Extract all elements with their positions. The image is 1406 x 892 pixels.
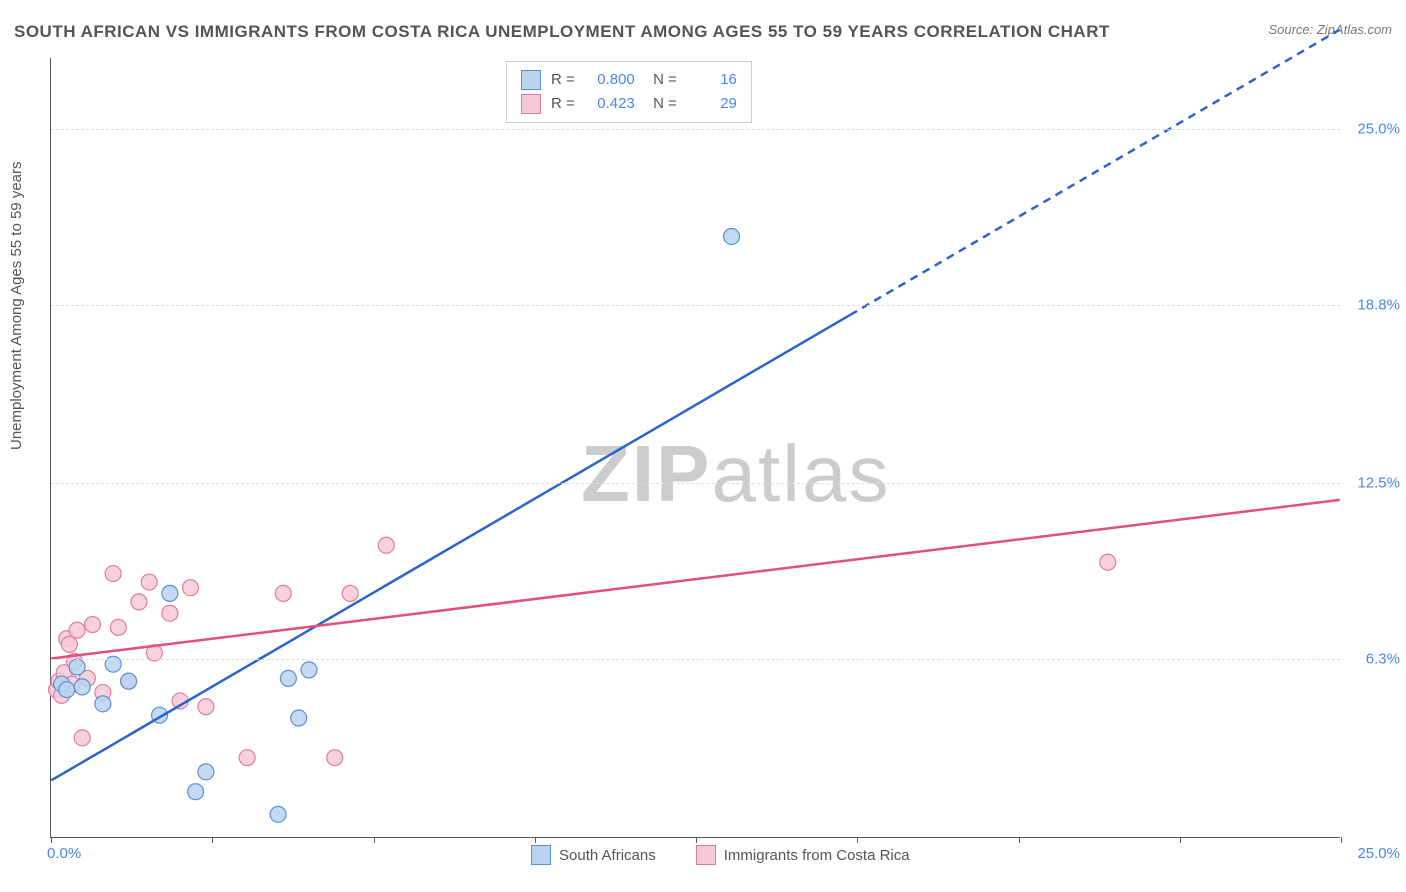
x-axis-max-label: 25.0%	[1357, 845, 1400, 862]
data-point	[378, 537, 394, 553]
data-point	[275, 585, 291, 601]
x-tick-mark	[212, 837, 213, 843]
data-point	[182, 580, 198, 596]
data-point	[162, 605, 178, 621]
x-tick-mark	[51, 837, 52, 843]
data-point	[239, 750, 255, 766]
data-point	[198, 764, 214, 780]
series-legend: South Africans Immigrants from Costa Ric…	[531, 845, 910, 865]
data-point	[162, 585, 178, 601]
data-point	[121, 673, 137, 689]
chart-container: SOUTH AFRICAN VS IMMIGRANTS FROM COSTA R…	[0, 0, 1406, 892]
x-tick-mark	[374, 837, 375, 843]
data-point	[280, 670, 296, 686]
data-point	[327, 750, 343, 766]
regression-line	[51, 500, 1339, 659]
x-tick-mark	[535, 837, 536, 843]
gridline-h	[51, 659, 1340, 660]
data-point	[95, 696, 111, 712]
scatter-plot-svg	[51, 58, 1340, 837]
y-axis-label: Unemployment Among Ages 55 to 59 years	[8, 161, 25, 450]
gridline-h	[51, 129, 1340, 130]
y-tick-label: 12.5%	[1357, 475, 1400, 492]
data-point	[291, 710, 307, 726]
x-tick-mark	[696, 837, 697, 843]
regression-line	[51, 315, 850, 780]
data-point	[85, 617, 101, 633]
x-tick-mark	[857, 837, 858, 843]
y-tick-label: 18.8%	[1357, 296, 1400, 313]
gridline-h	[51, 483, 1340, 484]
chart-title: SOUTH AFRICAN VS IMMIGRANTS FROM COSTA R…	[14, 22, 1110, 42]
source-attribution: Source: ZipAtlas.com	[1268, 22, 1392, 37]
legend-bottom-swatch-1	[696, 845, 716, 865]
legend-item-0: South Africans	[531, 845, 656, 865]
data-point	[69, 622, 85, 638]
plot-area: ZIPatlas R =0.800 N =16 R =0.423 N =29 6…	[50, 58, 1340, 838]
data-point	[724, 228, 740, 244]
data-point	[342, 585, 358, 601]
x-tick-mark	[1180, 837, 1181, 843]
data-point	[131, 594, 147, 610]
data-point	[301, 662, 317, 678]
x-tick-mark	[1019, 837, 1020, 843]
regression-line-extrapolated	[850, 30, 1340, 315]
gridline-h	[51, 305, 1340, 306]
y-tick-label: 6.3%	[1366, 651, 1400, 668]
data-point	[110, 619, 126, 635]
data-point	[198, 699, 214, 715]
data-point	[69, 659, 85, 675]
y-tick-label: 25.0%	[1357, 120, 1400, 137]
x-axis-min-label: 0.0%	[47, 845, 81, 862]
data-point	[59, 682, 75, 698]
data-point	[74, 730, 90, 746]
data-point	[141, 574, 157, 590]
data-point	[61, 636, 77, 652]
data-point	[105, 566, 121, 582]
x-tick-mark	[1341, 837, 1342, 843]
legend-item-1: Immigrants from Costa Rica	[696, 845, 910, 865]
data-point	[1100, 554, 1116, 570]
legend-bottom-swatch-0	[531, 845, 551, 865]
data-point	[270, 806, 286, 822]
data-point	[74, 679, 90, 695]
data-point	[188, 784, 204, 800]
